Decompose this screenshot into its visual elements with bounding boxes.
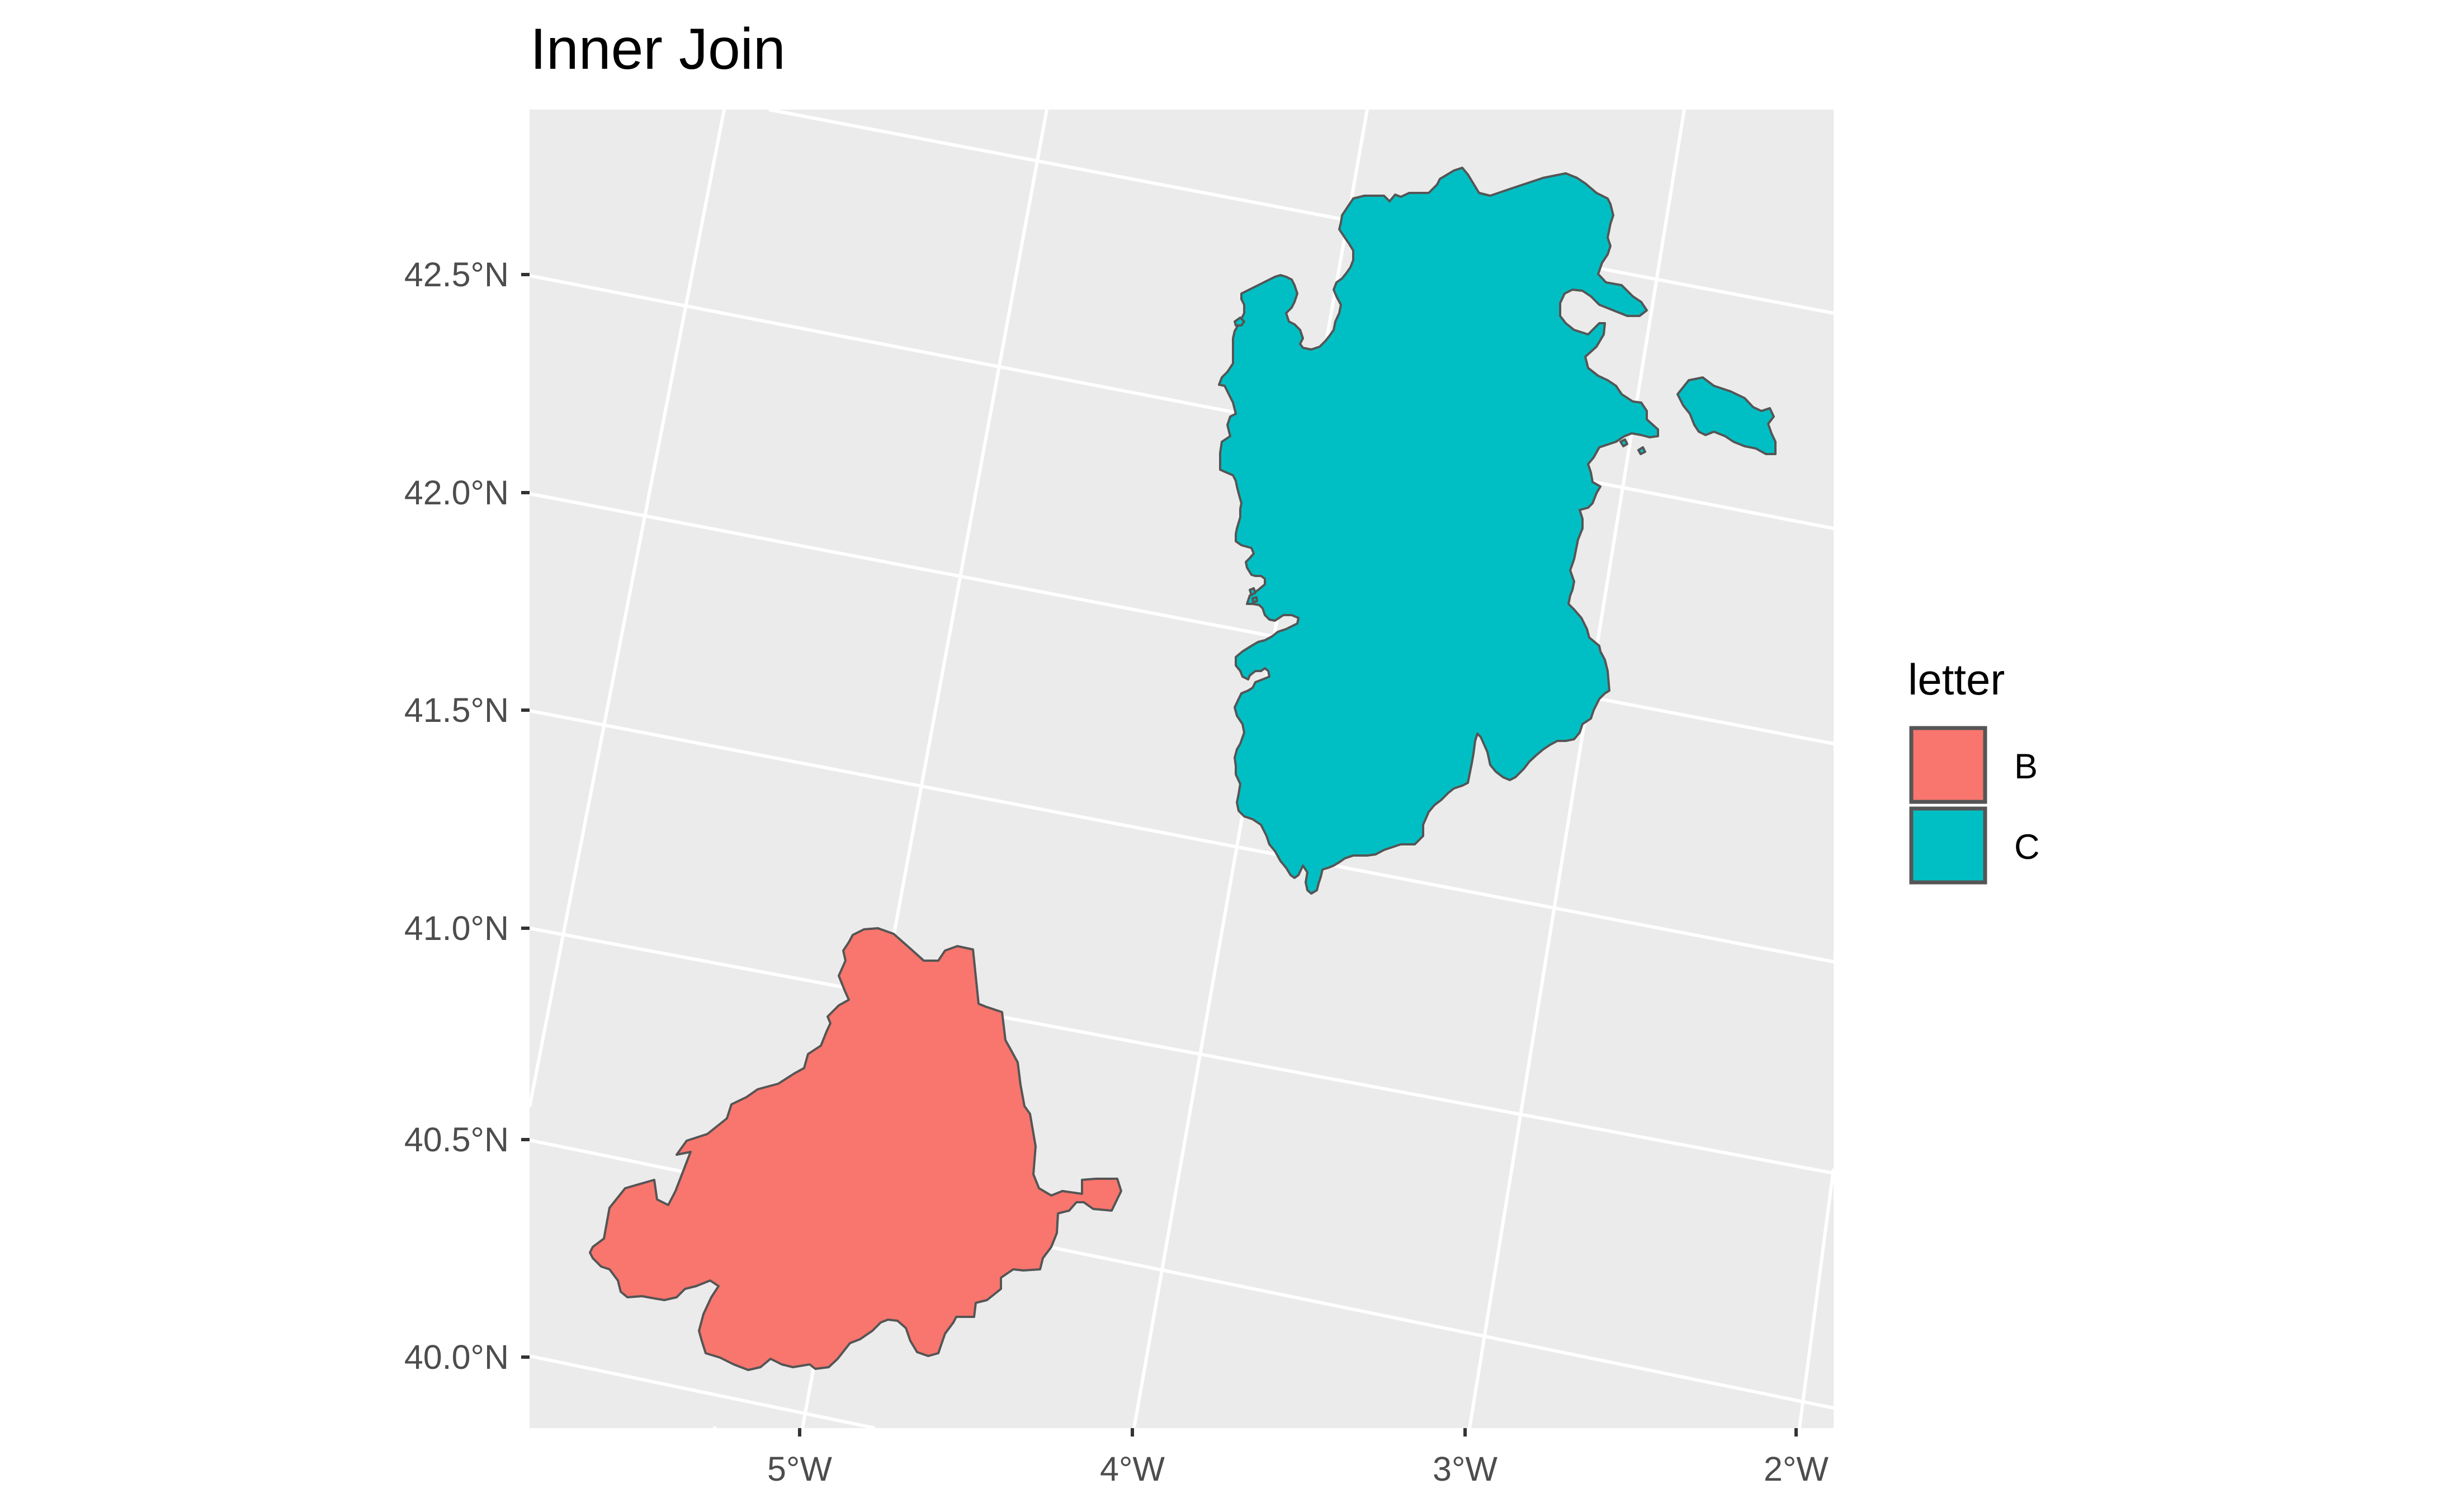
region-c — [1218, 167, 1777, 895]
region-c-islet-4 — [1249, 587, 1256, 596]
gridline-lat-40.75 — [529, 927, 1834, 1175]
lon-tick-label: 2°W — [1764, 1450, 1829, 1488]
region-c-islet-1 — [1234, 316, 1245, 327]
lon-tick-label: 3°W — [1433, 1450, 1498, 1488]
plot-title: Inner Join — [530, 17, 786, 82]
gridline-lat-42.5 — [768, 108, 1834, 315]
region-c-main — [1218, 167, 1659, 895]
lat-tick-label: 40.5°N — [404, 1121, 509, 1159]
legend-key-b — [1909, 726, 1987, 804]
longitude-axis: 5°W 4°W 3°W 2°W — [767, 1428, 1829, 1488]
gridline-lon-5.5 — [528, 109, 726, 1108]
legend: letter B C — [1908, 655, 2040, 885]
lat-tick-label: 41.0°N — [404, 909, 509, 947]
gridline-lon-2w — [1798, 1168, 1835, 1429]
map-panel — [528, 108, 1835, 1430]
gridline-lat-42.0 — [529, 274, 1834, 530]
lat-tick-label: 40.0°N — [404, 1338, 509, 1376]
gridline-lat-41.5 — [529, 492, 1834, 745]
legend-label-b: B — [2014, 747, 2038, 786]
lat-tick-label: 42.0°N — [404, 474, 509, 512]
lon-tick-label: 5°W — [767, 1450, 832, 1488]
gridline-lat-41.0 — [529, 709, 1834, 963]
latitude-axis: 40.0°N 40.5°N 41.0°N 41.5°N 42.0°N 42.5°… — [404, 256, 530, 1376]
gridline-lat-40.0 — [529, 1354, 876, 1430]
region-b — [589, 927, 1122, 1371]
legend-title: letter — [1908, 655, 2005, 704]
region-c-island-east — [1676, 376, 1777, 455]
region-c-islet-5 — [1251, 596, 1258, 603]
gridline-lon-2.5 — [1468, 109, 1686, 1429]
lat-tick-label: 41.5°N — [404, 691, 509, 729]
legend-key-c — [1909, 806, 1987, 885]
legend-label-c: C — [2014, 828, 2040, 867]
region-c-islet-2 — [1619, 438, 1628, 447]
lat-tick-label: 42.5°N — [404, 256, 509, 294]
lon-tick-label: 4°W — [1100, 1450, 1165, 1488]
region-c-islet-3 — [1637, 446, 1646, 455]
